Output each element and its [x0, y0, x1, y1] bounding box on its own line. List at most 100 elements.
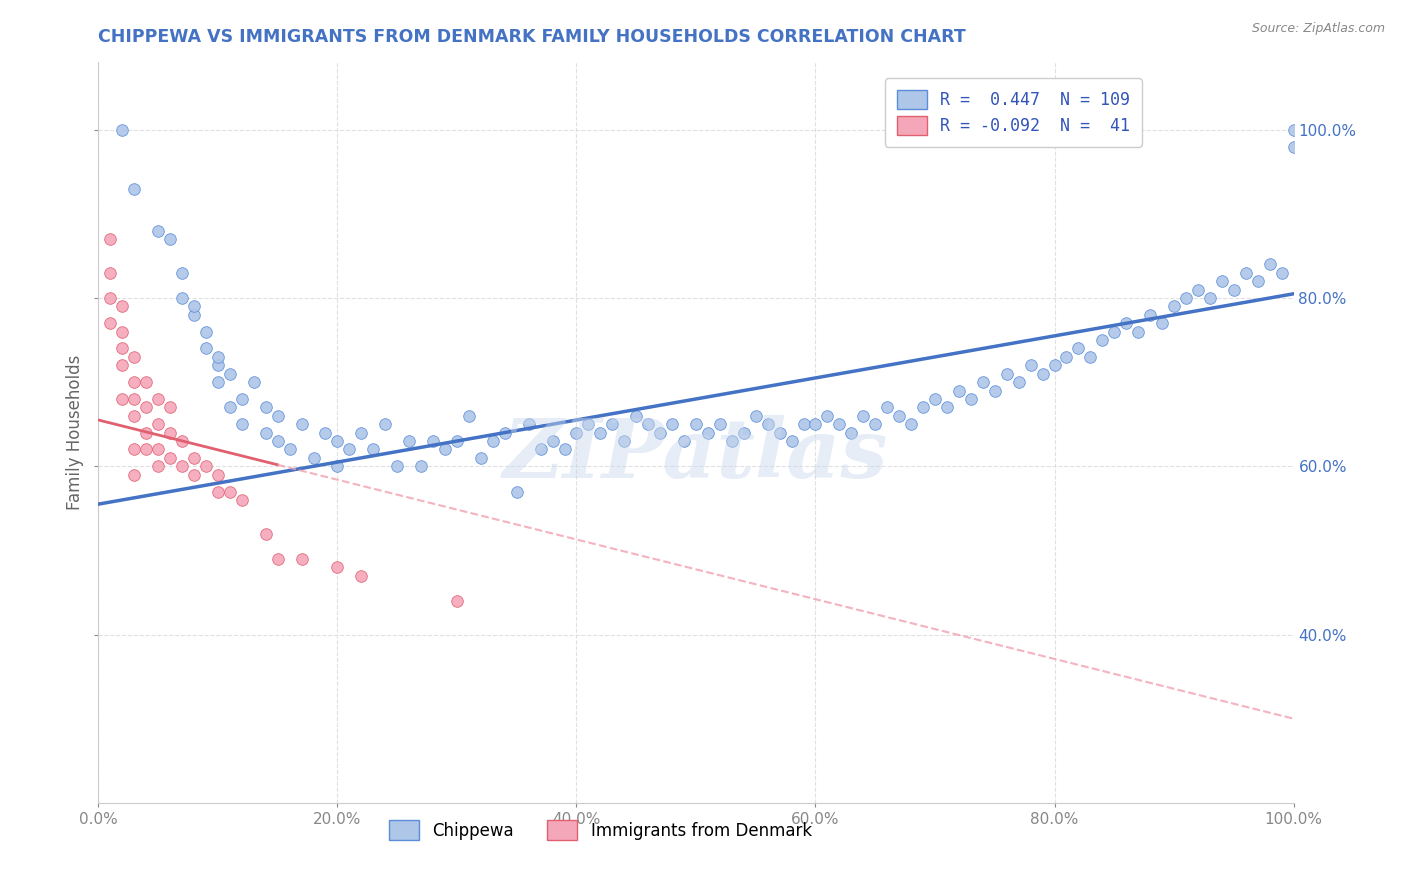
Point [1247, 274, 1270, 288]
Point [1282, 139, 1305, 153]
Point [506, 484, 529, 499]
Point [411, 459, 433, 474]
Point [98, 291, 122, 305]
Point [960, 392, 983, 406]
Point [278, 442, 301, 457]
Point [1258, 257, 1281, 271]
Point [804, 417, 827, 432]
Point [1211, 274, 1233, 288]
Point [852, 409, 875, 423]
Point [135, 442, 157, 457]
Point [243, 375, 266, 389]
Point [554, 442, 576, 457]
Point [135, 401, 157, 415]
Point [530, 442, 553, 457]
Point [1128, 325, 1150, 339]
Point [350, 425, 373, 440]
Point [350, 568, 373, 582]
Point [339, 442, 361, 457]
Point [602, 417, 624, 432]
Point [936, 401, 959, 415]
Point [231, 492, 253, 507]
Point [458, 409, 481, 423]
Point [446, 594, 468, 608]
Point [541, 434, 564, 448]
Point [148, 459, 170, 474]
Point [183, 300, 205, 314]
Point [709, 417, 731, 432]
Point [756, 417, 779, 432]
Point [124, 375, 146, 389]
Point [183, 308, 205, 322]
Point [637, 417, 659, 432]
Point [1187, 283, 1209, 297]
Point [267, 434, 290, 448]
Point [1152, 316, 1174, 330]
Point [446, 434, 468, 448]
Point [291, 551, 314, 566]
Point [1234, 266, 1257, 280]
Point [1104, 325, 1126, 339]
Point [148, 392, 170, 406]
Point [172, 434, 194, 448]
Point [124, 350, 146, 364]
Point [219, 367, 242, 381]
Point [291, 417, 314, 432]
Text: Source: ZipAtlas.com: Source: ZipAtlas.com [1251, 22, 1385, 36]
Point [254, 526, 277, 541]
Point [1019, 359, 1042, 373]
Point [1091, 333, 1114, 347]
Point [207, 375, 229, 389]
Point [231, 417, 253, 432]
Point [183, 450, 205, 465]
Point [613, 434, 636, 448]
Point [1199, 291, 1222, 305]
Point [1032, 367, 1054, 381]
Point [995, 367, 1018, 381]
Text: ZIPatlas: ZIPatlas [503, 415, 889, 495]
Point [578, 417, 600, 432]
Point [135, 425, 157, 440]
Point [889, 409, 911, 423]
Point [183, 467, 205, 482]
Point [1043, 359, 1066, 373]
Point [385, 459, 409, 474]
Point [565, 425, 588, 440]
Point [172, 291, 194, 305]
Point [159, 450, 181, 465]
Point [1175, 291, 1198, 305]
Point [1008, 375, 1031, 389]
Point [172, 266, 194, 280]
Point [948, 384, 970, 398]
Point [111, 325, 134, 339]
Point [422, 434, 444, 448]
Point [254, 401, 277, 415]
Point [984, 384, 1007, 398]
Point [398, 434, 420, 448]
Point [207, 350, 229, 364]
Point [1271, 266, 1294, 280]
Point [661, 417, 683, 432]
Point [111, 392, 134, 406]
Point [207, 467, 229, 482]
Text: CHIPPEWA VS IMMIGRANTS FROM DENMARK FAMILY HOUSEHOLDS CORRELATION CHART: CHIPPEWA VS IMMIGRANTS FROM DENMARK FAMI… [98, 28, 966, 45]
Point [1115, 316, 1137, 330]
Point [302, 450, 325, 465]
Y-axis label: Family Households: Family Households [66, 355, 84, 510]
Point [254, 425, 277, 440]
Point [98, 266, 122, 280]
Point [793, 417, 815, 432]
Point [326, 560, 349, 574]
Point [267, 551, 290, 566]
Point [219, 484, 242, 499]
Point [1139, 308, 1161, 322]
Point [673, 434, 696, 448]
Point [124, 409, 146, 423]
Point [363, 442, 385, 457]
Point [911, 401, 934, 415]
Point [841, 425, 863, 440]
Point [159, 425, 181, 440]
Point [1223, 283, 1246, 297]
Point [148, 442, 170, 457]
Point [780, 434, 803, 448]
